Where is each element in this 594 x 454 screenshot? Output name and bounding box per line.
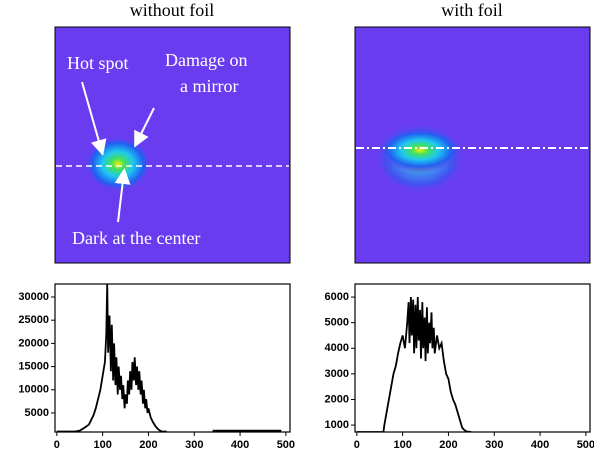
x-tick-label: 0: [354, 439, 360, 451]
x-tick-label: 100: [393, 439, 411, 451]
x-tick-label: 400: [231, 439, 249, 451]
x-tick-label: 500: [577, 439, 594, 451]
x-tick-label: 500: [277, 439, 295, 451]
y-tick-label: 15000: [18, 360, 49, 372]
x-tick-label: 300: [485, 439, 503, 451]
annotation: Damage on: [165, 50, 247, 70]
y-tick-label: 10000: [18, 384, 49, 396]
annotation: a mirror: [180, 76, 238, 96]
annotation: Hot spot: [67, 53, 129, 73]
y-tick-label: 6000: [325, 291, 349, 303]
y-tick-label: 25000: [18, 314, 49, 326]
x-tick-label: 200: [439, 439, 457, 451]
y-tick-label: 1000: [325, 419, 349, 431]
x-tick-label: 0: [54, 439, 60, 451]
x-tick-label: 100: [93, 439, 111, 451]
x-tick-label: 300: [185, 439, 203, 451]
data-line: [56, 284, 282, 432]
plot-frame: [54, 283, 291, 433]
y-tick-label: 30000: [18, 291, 49, 303]
y-tick-label: 4000: [325, 342, 349, 354]
y-tick-label: 20000: [18, 337, 49, 349]
y-tick-label: 2000: [325, 393, 349, 405]
annotation: Dark at the center: [72, 228, 200, 248]
data-line: [356, 297, 472, 432]
plot-frame: [354, 283, 591, 433]
x-tick-label: 200: [139, 439, 157, 451]
y-tick-label: 3000: [325, 368, 349, 380]
y-tick-label: 5000: [25, 407, 49, 419]
panel-title: without foil: [130, 0, 215, 20]
panel-title: with foil: [441, 0, 503, 20]
image-with-foil: [354, 26, 591, 264]
x-tick-label: 400: [531, 439, 549, 451]
image-without-foil: [54, 26, 291, 264]
y-tick-label: 5000: [325, 317, 349, 329]
